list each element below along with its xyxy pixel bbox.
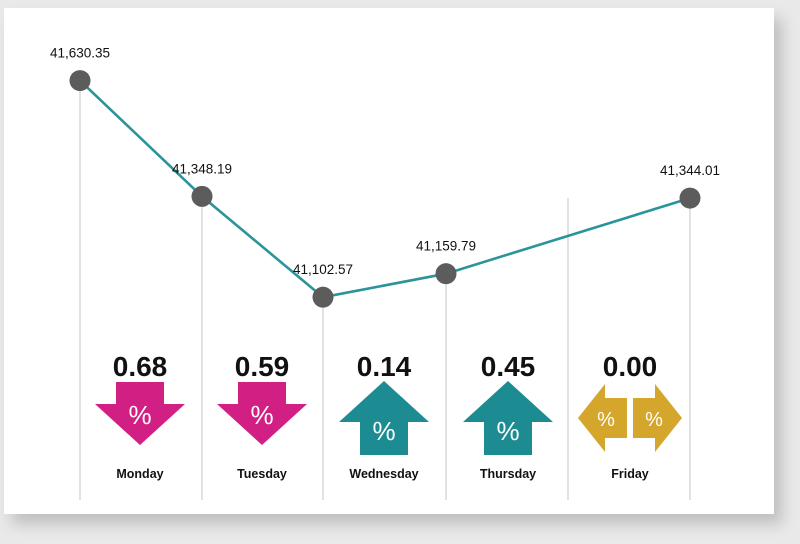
percent-change: 0.14	[357, 351, 412, 382]
day-label: Tuesday	[237, 467, 287, 481]
value-label: 41,630.35	[50, 46, 110, 61]
data-point	[191, 185, 213, 207]
up-arrow-icon	[463, 381, 553, 455]
up-arrow-icon	[339, 381, 429, 455]
percent-symbol: %	[496, 416, 519, 446]
data-point	[435, 263, 457, 285]
right-arrow-icon	[633, 384, 682, 452]
down-arrow-icon	[217, 382, 307, 445]
data-point	[679, 187, 701, 209]
data-point	[312, 286, 334, 308]
percent-change: 0.68	[113, 351, 168, 382]
percent-symbol: %	[372, 416, 395, 446]
percent-change: 0.45	[481, 351, 536, 382]
percent-change: 0.59	[235, 351, 290, 382]
series-line	[79, 79, 691, 299]
value-label: 41,344.01	[660, 163, 720, 178]
down-arrow-icon	[95, 382, 185, 445]
day-label: Thursday	[480, 467, 536, 481]
day-label: Monday	[116, 467, 163, 481]
percent-symbol: %	[250, 400, 273, 430]
percent-symbol: %	[645, 409, 663, 431]
value-label: 41,348.19	[172, 161, 232, 176]
day-label: Wednesday	[349, 467, 418, 481]
data-point	[69, 70, 91, 92]
left-arrow-icon	[578, 384, 627, 452]
percent-symbol: %	[597, 409, 615, 431]
percent-symbol: %	[128, 400, 151, 430]
value-label: 41,102.57	[293, 262, 353, 277]
value-label: 41,159.79	[416, 239, 476, 254]
percent-change: 0.00	[603, 351, 658, 382]
day-label: Friday	[611, 467, 649, 481]
